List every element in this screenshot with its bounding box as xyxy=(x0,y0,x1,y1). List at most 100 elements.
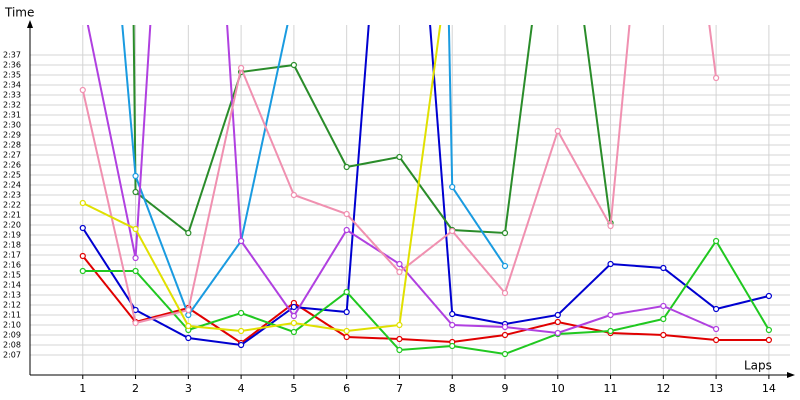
point xyxy=(396,335,403,343)
y-tick-label: 2:31 xyxy=(3,111,21,120)
y-tick-label: 2:35 xyxy=(3,71,21,80)
point xyxy=(79,224,86,232)
y-axis-label: Time xyxy=(4,6,34,20)
point xyxy=(713,336,720,344)
y-tick-label: 2:08 xyxy=(3,341,21,350)
point xyxy=(607,260,614,268)
point xyxy=(501,262,509,270)
y-tick-label: 2:29 xyxy=(3,131,21,140)
y-tick-label: 2:07 xyxy=(3,351,21,360)
y-tick-label: 2:26 xyxy=(3,161,21,170)
x-tick-label: 13 xyxy=(709,382,723,395)
x-tick-label: 10 xyxy=(551,382,565,395)
point xyxy=(290,312,297,320)
y-tick-label: 2:22 xyxy=(3,201,21,210)
point xyxy=(713,237,720,245)
point xyxy=(501,350,509,358)
series-line xyxy=(81,25,770,347)
point xyxy=(132,172,139,180)
y-tick-label: 2:23 xyxy=(3,191,21,200)
point xyxy=(132,319,139,327)
point xyxy=(290,319,297,327)
point xyxy=(185,306,192,314)
point xyxy=(79,199,86,207)
point xyxy=(343,288,350,296)
y-tick-label: 2:16 xyxy=(3,261,21,270)
point xyxy=(238,64,245,72)
point xyxy=(501,289,509,297)
point xyxy=(449,321,456,329)
y-tick-label: 2:19 xyxy=(3,231,21,240)
point xyxy=(238,327,245,335)
point xyxy=(343,333,350,341)
x-tick-label: 3 xyxy=(185,382,192,395)
x-tick-label: 9 xyxy=(502,382,509,395)
point xyxy=(132,188,139,196)
x-axis-label: Laps xyxy=(744,359,772,373)
x-tick-label: 12 xyxy=(656,382,670,395)
point xyxy=(185,229,192,237)
y-tick-label: 2:20 xyxy=(3,221,21,230)
point xyxy=(80,0,85,3)
y-tick-label: 2:17 xyxy=(3,251,21,260)
point xyxy=(449,183,456,191)
y-tick-label: 2:33 xyxy=(3,91,21,100)
y-axis-arrow xyxy=(27,20,33,28)
point xyxy=(343,226,350,234)
point xyxy=(79,252,86,260)
point xyxy=(554,311,561,319)
point xyxy=(79,86,86,94)
point xyxy=(501,331,509,339)
series-line xyxy=(121,25,506,318)
point xyxy=(396,260,403,268)
point xyxy=(554,329,561,337)
y-tick-label: 2:27 xyxy=(3,151,21,160)
point xyxy=(79,267,86,275)
point xyxy=(660,331,667,339)
x-tick-label: 7 xyxy=(396,382,403,395)
x-tick-label: 14 xyxy=(762,382,776,395)
y-tick-label: 2:21 xyxy=(3,211,21,220)
point xyxy=(396,321,403,329)
x-tick-label: 5 xyxy=(290,382,297,395)
point xyxy=(185,334,192,342)
y-tick-label: 2:18 xyxy=(3,241,21,250)
x-tick-label: 1 xyxy=(79,382,86,395)
y-tick-label: 2:30 xyxy=(3,121,21,130)
point xyxy=(449,227,456,235)
point xyxy=(132,267,139,275)
point xyxy=(238,341,245,349)
y-tick-label: 2:11 xyxy=(3,311,21,320)
point xyxy=(765,292,772,300)
point xyxy=(713,305,720,313)
point xyxy=(449,310,456,318)
point xyxy=(290,61,297,69)
point xyxy=(660,302,667,310)
point xyxy=(290,303,297,311)
point xyxy=(554,318,561,326)
point xyxy=(607,311,614,319)
point xyxy=(185,322,192,330)
y-tick-label: 2:14 xyxy=(3,281,21,290)
point xyxy=(501,323,509,331)
y-tick-label: 2:15 xyxy=(3,271,21,280)
y-tick-label: 2:28 xyxy=(3,141,21,150)
point xyxy=(343,327,350,335)
y-tick-label: 2:32 xyxy=(3,101,21,110)
point xyxy=(132,254,139,262)
y-tick-label: 2:09 xyxy=(3,331,21,340)
point xyxy=(713,74,720,82)
point xyxy=(238,237,245,245)
point xyxy=(238,309,245,317)
point xyxy=(607,222,614,230)
x-axis-arrow xyxy=(787,372,795,378)
point xyxy=(343,163,350,171)
point xyxy=(396,268,403,276)
point xyxy=(713,325,720,333)
y-tick-label: 2:13 xyxy=(3,291,21,300)
point xyxy=(396,346,403,354)
y-tick-label: 2:36 xyxy=(3,61,21,70)
point xyxy=(290,328,297,336)
point xyxy=(343,308,350,316)
